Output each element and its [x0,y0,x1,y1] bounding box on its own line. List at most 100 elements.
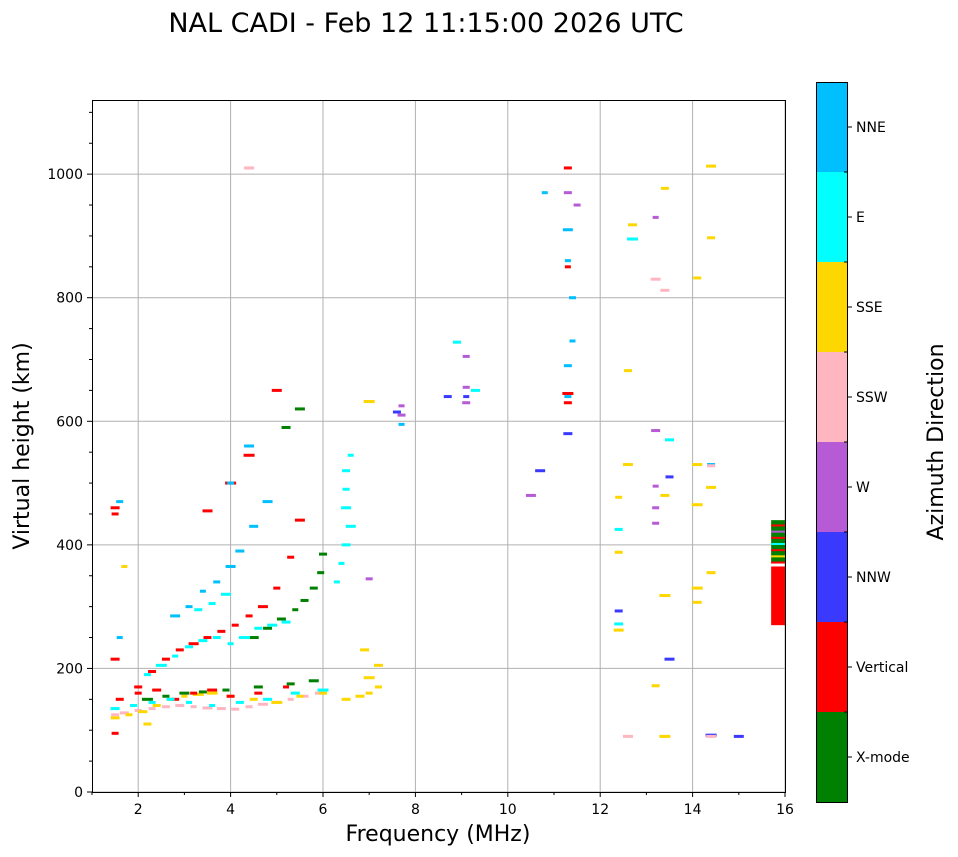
data-point [652,215,659,219]
data-point [271,700,283,704]
data-point [614,622,624,626]
data-point [363,676,375,680]
data-point [115,697,124,701]
data-point [373,663,383,667]
data-point [198,639,208,643]
colorbar-segment [816,532,847,622]
data-point [652,484,659,488]
data-bar-stripe [771,530,785,533]
data-point [222,688,230,692]
colorbar: X-mode Vertical NNW W SSW SSE E NNE [816,82,910,803]
colorbar-tick-label: SSE [856,300,883,316]
data-point [119,711,129,715]
data-point [152,688,162,692]
data-point [296,694,304,698]
data-point [110,657,120,661]
data-bar-stripe [771,561,785,564]
data-point [300,598,309,602]
data-point [365,577,373,581]
data-point [273,586,281,590]
data-point [333,580,340,584]
data-point [116,636,123,640]
data-point [541,191,548,195]
data-point [209,704,216,707]
data-point [121,564,128,568]
data-point [443,395,452,399]
data-point [198,690,207,694]
data-point [692,600,702,604]
data-point [562,391,574,395]
data-marks [110,164,785,738]
data-point [162,694,170,698]
axes: 2 4 6 8 10 12 14 16 0 200 400 600 800 1000 [47,111,794,818]
data-point [249,524,259,528]
y-tick-label: 0 [74,785,83,801]
data-point [111,731,119,735]
colorbar-segment [816,172,847,262]
colorbar-label: Azimuth Direction [924,343,949,540]
data-point [651,684,660,688]
data-point [267,623,278,627]
x-tick-label: 12 [591,802,609,818]
data-point [462,354,470,358]
data-point [627,237,639,241]
colorbar-tick-label: NNW [856,570,891,586]
data-point [563,364,572,368]
data-point [398,404,405,408]
colorbar-segment [816,82,847,172]
data-point [263,626,273,630]
data-point [238,636,250,640]
data-point [175,704,185,707]
data-point [615,495,623,499]
data-point [257,702,268,706]
data-point [341,697,351,701]
data-point [691,586,703,590]
data-point [194,608,203,612]
data-point [462,385,470,389]
x-tick-label: 6 [319,802,328,818]
data-point [660,493,670,497]
data-point [181,694,188,698]
data-point [125,713,133,717]
chart-title: NAL CADI - Feb 12 11:15:00 2026 UTC [168,8,683,39]
y-tick-label: 800 [56,291,83,307]
data-point [161,657,170,661]
data-point [276,617,286,621]
data-point [134,685,143,689]
data-point [342,487,350,491]
data-point [622,734,633,738]
data-point [286,682,295,686]
data-point [143,722,152,726]
data-point [227,642,234,646]
x-axis-label: Frequency (MHz) [346,822,531,847]
data-point [470,388,480,392]
data-point [166,697,175,701]
data-point [148,670,157,674]
data-point [623,369,632,373]
colorbar-tick-label: Vertical [856,660,908,676]
data-point [231,623,239,627]
data-point [185,645,194,649]
data-point [651,429,661,433]
data-point [562,228,573,232]
data-point [347,453,354,457]
data-point [563,401,572,405]
data-point [693,276,702,280]
data-point [652,521,660,525]
data-point [161,705,170,709]
data-point [248,636,259,640]
data-point [213,580,221,584]
data-point [185,605,193,609]
data-point [235,549,245,553]
data-point [392,410,401,414]
x-tick-label: 8 [411,802,420,818]
colorbar-segment [816,352,847,442]
data-point [569,339,576,343]
data-point [283,685,290,689]
data-point [564,265,571,269]
data-point [287,555,295,559]
data-point [341,543,351,547]
data-point [363,400,375,404]
data-point [202,509,213,513]
data-bar-stripe [771,549,785,552]
